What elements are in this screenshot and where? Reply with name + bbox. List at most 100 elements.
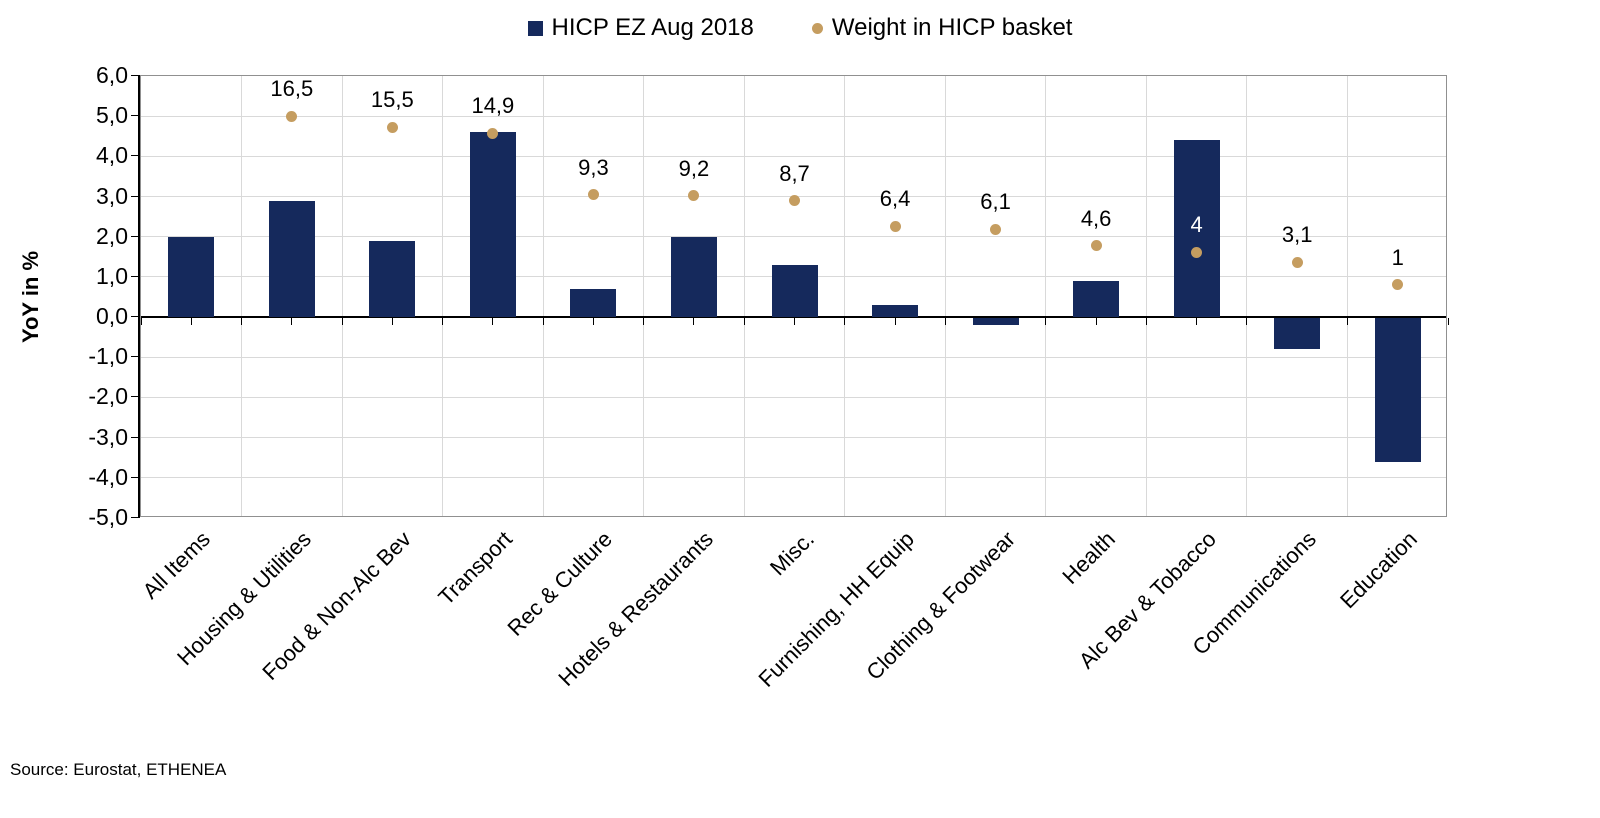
category-label: Communications	[1187, 526, 1322, 660]
y-axis-tick	[131, 436, 140, 438]
y-axis-line	[138, 75, 140, 518]
y-axis-tick	[131, 396, 140, 398]
gridline-vertical	[1346, 76, 1348, 516]
y-axis-tick-label: 0,0	[96, 303, 128, 330]
weight-data-label: 9,2	[678, 155, 710, 181]
gridline-horizontal	[141, 155, 1446, 157]
gridline-horizontal	[141, 437, 1446, 439]
weight-data-label: 4,6	[1080, 205, 1112, 231]
x-axis-tick	[1095, 318, 1097, 326]
weight-dot	[286, 110, 298, 122]
bar	[268, 200, 315, 318]
gridline-horizontal	[141, 356, 1446, 358]
legend: HICP EZ Aug 2018 Weight in HICP basket	[0, 14, 1600, 42]
x-axis-zero-line	[141, 316, 1446, 319]
x-axis-tick	[1196, 318, 1198, 326]
legend-label-weight: Weight in HICP basket	[831, 14, 1073, 41]
plot-area: 16,5 15,5 14,9 9,3 9,2 8,7 6,4 6,1 4,6 4 3,1 1	[140, 75, 1449, 517]
weight-data-label: 4	[1190, 212, 1203, 238]
weight-dot	[1191, 246, 1203, 258]
gridline-horizontal	[141, 396, 1446, 398]
bar	[1173, 140, 1220, 318]
y-axis-tick-label: -1,0	[88, 343, 128, 370]
category-label: Hotels & Restaurants	[553, 526, 718, 691]
bar	[369, 240, 416, 318]
x-axis-tick	[592, 318, 594, 326]
gridline-vertical	[1045, 76, 1047, 516]
x-axis-tick	[190, 318, 192, 326]
weight-data-label: 6,4	[879, 186, 911, 212]
weight-dot	[688, 190, 700, 202]
category-label: Clothing & Footwear	[860, 526, 1020, 685]
bar	[1374, 318, 1421, 462]
weight-dot	[1090, 240, 1102, 252]
bar	[570, 288, 617, 318]
category-label: Food & Non-Alc Bev	[257, 526, 417, 685]
gridline-vertical	[1145, 76, 1147, 516]
x-axis-tick	[391, 318, 393, 326]
weight-data-label: 9,3	[578, 154, 609, 180]
x-axis-tick	[241, 318, 243, 326]
legend-item-weight: Weight in HICP basket	[811, 14, 1073, 42]
x-axis-tick	[1145, 318, 1147, 326]
y-axis-tick	[131, 517, 140, 518]
x-axis-tick	[743, 318, 745, 326]
gridline-vertical	[844, 76, 846, 516]
gridline-vertical	[743, 76, 745, 516]
y-axis-tick-label: -2,0	[88, 383, 128, 410]
x-axis-tick	[341, 318, 343, 326]
y-axis-tick-label: 2,0	[96, 222, 128, 249]
y-axis-tick	[131, 195, 140, 197]
y-axis-tick-label: -3,0	[88, 423, 128, 450]
bar	[469, 132, 516, 318]
x-axis-tick	[1246, 318, 1248, 326]
x-axis-tick	[542, 318, 544, 326]
gridline-vertical	[1246, 76, 1248, 516]
x-axis-tick	[794, 318, 795, 326]
source-note: Source: Eurostat, ETHENEA	[10, 760, 227, 779]
legend-label-hicp: HICP EZ Aug 2018	[551, 14, 754, 41]
y-axis-tick	[131, 115, 140, 117]
y-axis-tick	[131, 316, 140, 318]
y-axis-tick	[131, 155, 140, 157]
x-axis-tick	[1045, 318, 1047, 326]
x-axis-tick	[442, 318, 444, 326]
bar	[168, 236, 215, 318]
weight-data-label: 15,5	[370, 87, 414, 113]
weight-dot	[386, 121, 398, 133]
y-axis-tick-label: 4,0	[96, 142, 128, 169]
x-axis-tick	[140, 318, 142, 326]
category-label: Rec & Culture	[502, 526, 618, 641]
gridline-horizontal	[141, 477, 1446, 479]
x-axis-tick	[693, 318, 695, 326]
gridline-vertical	[341, 76, 343, 516]
y-axis-tick-label: 6,0	[96, 62, 128, 88]
weight-data-label: 8,7	[779, 160, 810, 186]
weight-dot	[990, 223, 1002, 235]
x-axis-tick	[1346, 318, 1348, 326]
x-axis-tick	[894, 318, 896, 326]
y-axis-tick-label: 5,0	[96, 102, 128, 129]
bar	[1073, 280, 1120, 318]
y-axis-tick	[131, 235, 140, 237]
y-axis-tick	[131, 356, 140, 358]
gridline-vertical	[442, 76, 444, 516]
x-axis-tick	[844, 318, 846, 326]
bar	[1274, 318, 1321, 350]
x-axis-tick	[643, 318, 645, 326]
y-axis-tick-label: 3,0	[96, 182, 128, 209]
weight-dot	[789, 195, 800, 207]
gridline-vertical	[944, 76, 946, 516]
bar	[771, 264, 818, 318]
dot-series-swatch-icon	[811, 22, 823, 34]
y-axis-tick	[131, 75, 140, 76]
y-axis-tick-label: 1,0	[96, 262, 128, 289]
weight-data-label: 1	[1391, 244, 1404, 270]
weight-data-label: 3,1	[1281, 222, 1313, 248]
weight-data-label: 6,1	[980, 189, 1011, 215]
weight-data-label: 16,5	[270, 76, 314, 102]
category-label: Education	[1334, 526, 1422, 614]
category-label: Furnishing, HH Equip	[753, 526, 920, 692]
weight-dot	[487, 127, 499, 139]
gridline-vertical	[643, 76, 645, 516]
